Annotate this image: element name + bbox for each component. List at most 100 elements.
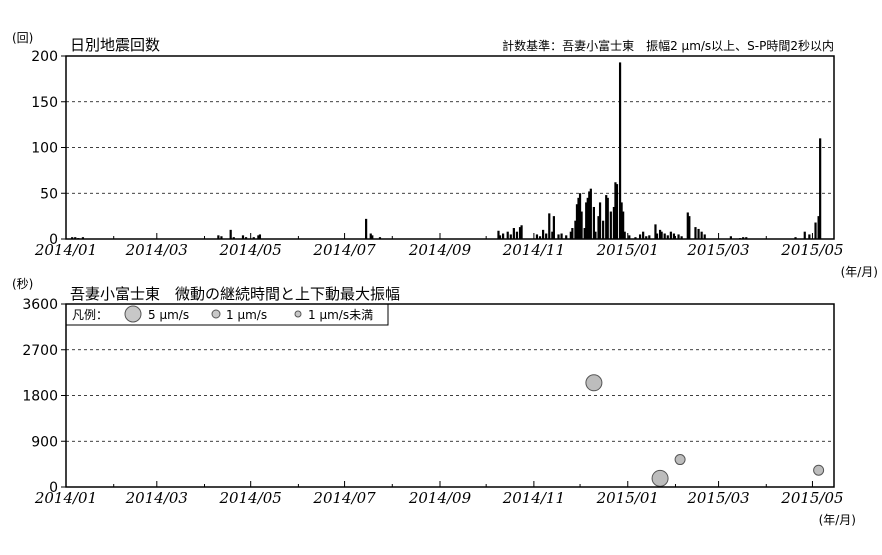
bar bbox=[506, 231, 509, 239]
bar bbox=[598, 202, 602, 239]
bar bbox=[497, 230, 500, 239]
top-ytick-label: 150 bbox=[31, 95, 58, 111]
bar bbox=[697, 228, 700, 239]
bottom-xtick-label: 2014/05 bbox=[219, 489, 282, 507]
bar bbox=[365, 218, 368, 239]
bar bbox=[217, 235, 220, 239]
bottom-xtick-label: 2014/03 bbox=[125, 489, 188, 507]
bottom-ytick-label: 2700 bbox=[22, 343, 58, 359]
bar bbox=[509, 234, 512, 239]
bar bbox=[620, 202, 623, 239]
tremor-point bbox=[651, 469, 669, 487]
bar bbox=[628, 235, 631, 239]
bar bbox=[583, 228, 586, 239]
top-bars bbox=[71, 62, 822, 240]
bar bbox=[577, 197, 580, 239]
top-xtick-label: 2014/03 bbox=[125, 241, 188, 259]
tremor-point bbox=[585, 374, 603, 392]
bottom-ytick-label: 3600 bbox=[22, 297, 58, 313]
bar bbox=[378, 237, 382, 239]
bar bbox=[538, 236, 542, 239]
bottom-y-ticks: 0 900 1800 2700 3600 bbox=[22, 297, 66, 496]
bar bbox=[498, 235, 502, 239]
bar bbox=[609, 211, 612, 239]
top-xtick-label: 2014/01 bbox=[34, 241, 97, 259]
bar bbox=[74, 237, 77, 239]
bottom-xtick-label: 2014/11 bbox=[502, 489, 565, 507]
bar bbox=[71, 237, 74, 239]
bar bbox=[589, 188, 592, 239]
top-chart-note: 計数基準：吾妻小富士東 振幅2 μm/s以上、S-P時間2秒以内 bbox=[502, 38, 834, 53]
bar bbox=[578, 193, 582, 239]
tremor-duration-chart: (秒) 吾妻小富士東 微動の継続時間と上下動最大振幅 凡例： 5 μm/s 1 … bbox=[12, 277, 856, 527]
bar bbox=[569, 231, 572, 239]
bar bbox=[658, 229, 662, 239]
bar bbox=[560, 233, 563, 239]
top-xtick-label: 2014/05 bbox=[219, 241, 282, 259]
bar bbox=[663, 233, 666, 239]
bar bbox=[515, 231, 519, 239]
bottom-y-unit: (秒) bbox=[12, 277, 33, 291]
bar bbox=[220, 236, 223, 239]
bar bbox=[686, 212, 689, 239]
bottom-chart-title: 吾妻小富士東 微動の継続時間と上下動最大振幅 bbox=[70, 285, 400, 303]
bar bbox=[535, 234, 539, 239]
bar bbox=[622, 211, 625, 239]
bar bbox=[672, 233, 676, 239]
bar bbox=[623, 231, 626, 239]
bar bbox=[586, 197, 589, 239]
bar bbox=[618, 62, 622, 239]
bar bbox=[677, 234, 680, 239]
bar bbox=[258, 234, 262, 239]
bar bbox=[588, 191, 591, 239]
top-y-ticks: 0 50 100 150 200 bbox=[31, 49, 66, 248]
top-y-unit: (回) bbox=[12, 31, 33, 45]
bar bbox=[229, 229, 232, 239]
bottom-xtick-label: 2014/07 bbox=[312, 489, 376, 507]
top-xtick-label: 2015/05 bbox=[780, 241, 843, 259]
bar bbox=[571, 228, 574, 239]
bar bbox=[594, 231, 597, 239]
legend: 凡例： 5 μm/s 1 μm/s 1 μm/s未満 bbox=[65, 303, 389, 326]
bar bbox=[814, 222, 817, 239]
bar bbox=[655, 233, 659, 239]
bar bbox=[648, 235, 651, 239]
top-xtick-label: 2014/11 bbox=[502, 241, 565, 259]
bar bbox=[803, 231, 806, 239]
bar bbox=[634, 237, 637, 239]
bar bbox=[794, 237, 797, 239]
bar bbox=[597, 216, 600, 240]
bar bbox=[520, 225, 523, 239]
legend-marker-large bbox=[124, 305, 142, 323]
bar bbox=[81, 237, 85, 239]
bar bbox=[512, 228, 515, 239]
bar bbox=[575, 204, 579, 239]
bar bbox=[654, 224, 657, 239]
top-xtick-label: 2015/01 bbox=[596, 241, 659, 259]
tremor-point bbox=[674, 454, 686, 466]
top-xtick-label: 2014/09 bbox=[408, 241, 472, 259]
bar bbox=[545, 233, 548, 239]
bottom-xtick-label: 2015/03 bbox=[686, 489, 749, 507]
bar bbox=[580, 211, 583, 239]
bar bbox=[703, 234, 706, 239]
bar bbox=[542, 229, 545, 239]
bar bbox=[605, 195, 608, 239]
bar bbox=[642, 231, 645, 239]
bar bbox=[244, 237, 248, 239]
bar bbox=[614, 182, 617, 239]
top-x-unit: (年/月) bbox=[841, 265, 878, 279]
bar bbox=[518, 227, 522, 239]
legend-marker-small bbox=[294, 310, 302, 318]
bar bbox=[729, 236, 732, 239]
bottom-grid bbox=[66, 349, 834, 442]
bar bbox=[557, 234, 560, 239]
top-grid bbox=[66, 101, 834, 194]
top-xtick-label: 2015/03 bbox=[686, 241, 749, 259]
bar bbox=[551, 231, 554, 239]
bar bbox=[612, 206, 616, 239]
bar bbox=[592, 206, 595, 239]
bar bbox=[660, 231, 663, 239]
legend-marker-medium bbox=[211, 309, 221, 319]
bar bbox=[369, 233, 372, 239]
